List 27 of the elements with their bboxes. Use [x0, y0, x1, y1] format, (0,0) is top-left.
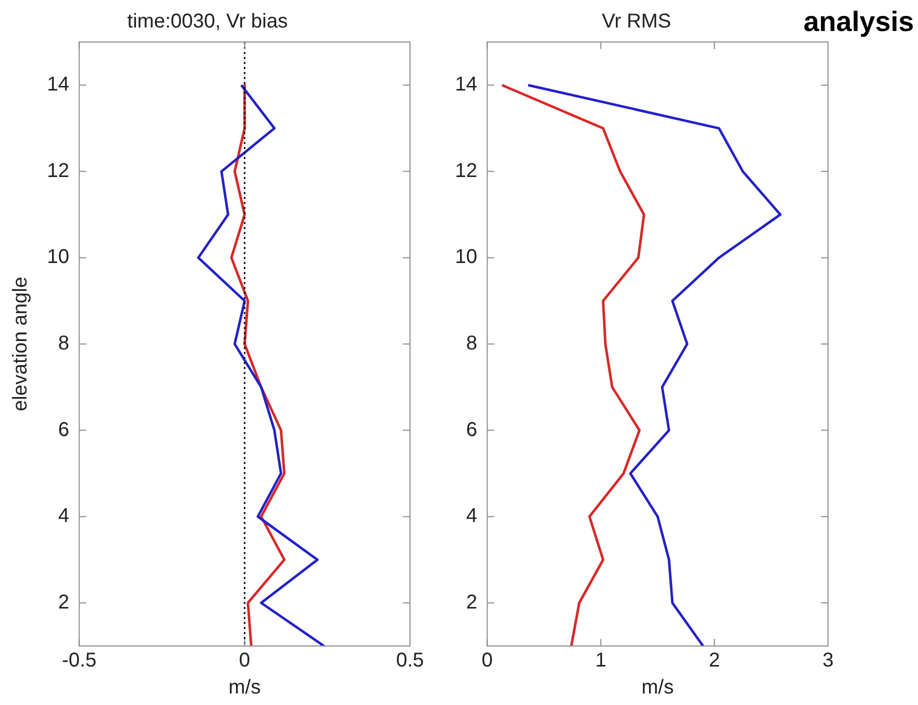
chart-title: Vr RMS	[602, 10, 672, 33]
x-tick-label: 0.5	[396, 650, 424, 672]
x-tick-label: 0	[239, 650, 250, 672]
y-tick-label: 12	[46, 160, 70, 182]
x-tick-label: -0.5	[62, 650, 96, 672]
y-tick-label: 10	[454, 246, 478, 268]
y-tick-label: 8	[466, 332, 478, 355]
y-tick-label: 4	[58, 505, 70, 528]
y-axis-title: elevation angle	[10, 276, 32, 412]
x-axis-title: m/s	[642, 676, 674, 699]
y-tick-label: 4	[466, 505, 478, 528]
x-tick-label: 0	[482, 650, 493, 672]
x-tick-label: 3	[822, 650, 834, 672]
y-tick-label: 6	[58, 418, 70, 441]
y-tick-label: 14	[46, 74, 70, 96]
y-tick-label: 12	[454, 160, 478, 182]
x-tick-label: 2	[708, 650, 720, 672]
text: analysis	[803, 6, 914, 38]
y-tick-label: 10	[46, 246, 70, 268]
y-tick-label: 8	[58, 332, 70, 355]
y-tick-label: 6	[466, 418, 478, 441]
chart-title: time:0030, Vr bias	[127, 10, 288, 33]
y-tick-label: 2	[58, 591, 70, 614]
x-tick-label: 1	[595, 650, 606, 672]
y-tick-label: 14	[454, 74, 478, 96]
y-tick-label: 2	[466, 591, 478, 614]
x-axis-title: m/s	[228, 676, 261, 699]
